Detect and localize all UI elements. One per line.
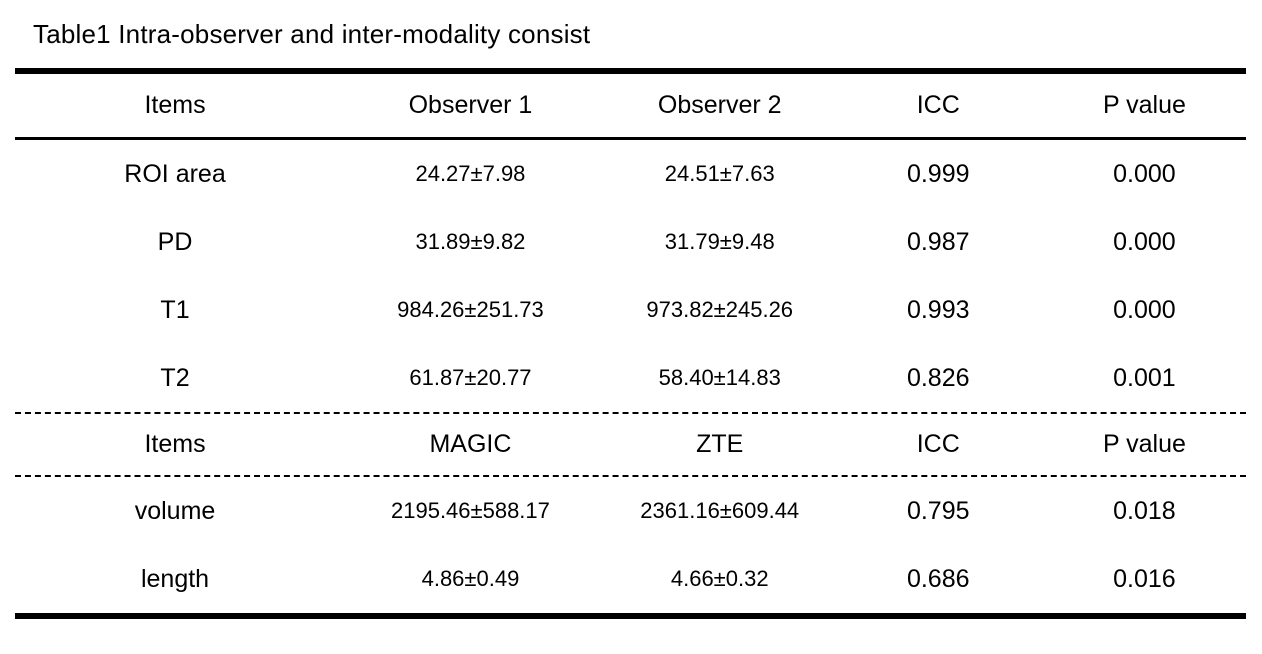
table-row-pd: PD 31.89±9.82 31.79±9.48 0.987 0.000 — [15, 208, 1246, 276]
table-header-row-inter-modality: Items MAGIC ZTE ICC P value — [15, 412, 1246, 477]
icc-cell: 0.686 — [906, 564, 970, 593]
value-cell: 31.89±9.82 — [415, 229, 526, 254]
value-cell: 24.51±7.63 — [664, 161, 775, 186]
p-value-cell: 0.000 — [1113, 227, 1176, 256]
value-cell: 4.86±0.49 — [421, 566, 520, 591]
value-cell: 984.26±251.73 — [397, 297, 544, 322]
item-cell: PD — [157, 227, 193, 256]
value-cell: 2361.16±609.44 — [640, 498, 800, 523]
value-cell: 58.40±14.83 — [658, 365, 781, 390]
header-cell-items: Items — [144, 430, 206, 458]
icc-cell: 0.826 — [906, 363, 970, 392]
p-value-cell: 0.018 — [1113, 496, 1176, 525]
header-cell-icc: ICC — [916, 91, 960, 119]
header-cell-icc: ICC — [916, 430, 960, 458]
item-cell: ROI area — [124, 159, 226, 188]
item-cell: T1 — [160, 295, 190, 324]
header-cell-items: Items — [144, 91, 206, 119]
p-value-cell: 0.001 — [1113, 363, 1176, 392]
value-cell: 973.82±245.26 — [646, 297, 794, 322]
icc-cell: 0.999 — [906, 159, 970, 188]
table-header-row-intra-observer: Items Observer 1 Observer 2 ICC P value — [15, 74, 1246, 140]
table-row-length: length 4.86±0.49 4.66±0.32 0.686 0.016 — [15, 545, 1246, 613]
value-cell: 61.87±20.77 — [409, 365, 532, 390]
item-cell: volume — [134, 496, 216, 525]
p-value-cell: 0.000 — [1113, 295, 1176, 324]
value-cell: 31.79±9.48 — [664, 229, 775, 254]
header-cell-p-value: P value — [1102, 430, 1186, 458]
icc-cell: 0.795 — [906, 496, 970, 525]
icc-cell: 0.987 — [906, 227, 970, 256]
header-cell-observer-2: Observer 2 — [657, 91, 782, 119]
value-cell: 24.27±7.98 — [415, 161, 526, 186]
p-value-cell: 0.000 — [1113, 159, 1176, 188]
item-cell: length — [140, 564, 210, 593]
table-row-t2: T2 61.87±20.77 58.40±14.83 0.826 0.001 — [15, 344, 1246, 412]
value-cell: 4.66±0.32 — [670, 566, 769, 591]
header-cell-observer-1: Observer 1 — [408, 91, 533, 119]
table-row-roi-area: ROI area 24.27±7.98 24.51±7.63 0.999 0.0… — [15, 140, 1246, 208]
p-value-cell: 0.016 — [1113, 564, 1176, 593]
item-cell: T2 — [160, 363, 190, 392]
value-cell: 2195.46±588.17 — [391, 498, 550, 523]
table-row-volume: volume 2195.46±588.17 2361.16±609.44 0.7… — [15, 477, 1246, 545]
table-title: Table1 Intra-observer and inter-modality… — [33, 18, 591, 49]
header-cell-p-value: P value — [1102, 91, 1186, 119]
header-cell-magic: MAGIC — [429, 430, 512, 458]
icc-cell: 0.993 — [906, 295, 970, 324]
table-row-t1: T1 984.26±251.73 973.82±245.26 0.993 0.0… — [15, 276, 1246, 344]
header-cell-zte: ZTE — [696, 430, 744, 458]
consistency-table: Items Observer 1 Observer 2 ICC P value … — [15, 68, 1246, 619]
